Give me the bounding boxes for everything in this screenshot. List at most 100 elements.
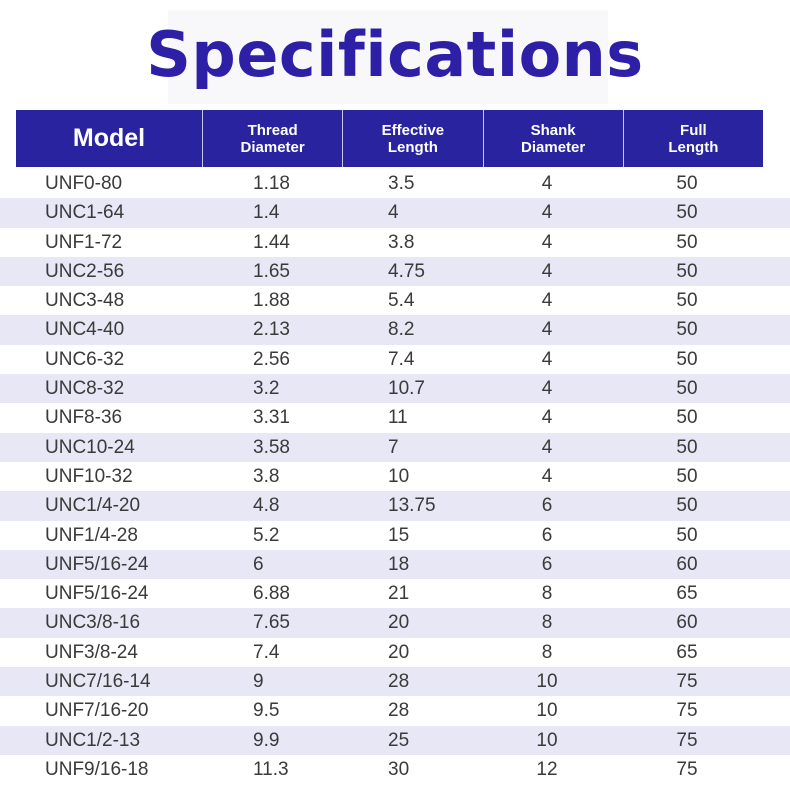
cell-model: UNF5/16-24 — [45, 583, 149, 605]
cell-full-length: 60 — [676, 612, 698, 634]
cell-effective-length: 11 — [388, 407, 408, 429]
cell-thread-diameter: 3.31 — [253, 407, 290, 429]
cell-effective-length: 8.2 — [388, 319, 415, 341]
cell-full-length: 60 — [676, 553, 698, 575]
table-row: UNF5/16-24 6 18 6 60 — [0, 549, 790, 580]
cell-full-length: 50 — [676, 436, 698, 458]
table-header: Model Thread Diameter Effective Length S… — [16, 110, 763, 167]
table-row: UNC10-24 3.58 7 4 50 — [0, 432, 790, 462]
cell-effective-length: 25 — [388, 729, 410, 751]
cell-thread-diameter: 9.9 — [253, 729, 280, 751]
cell-full-length: 50 — [676, 319, 698, 341]
table-body: UNF0-80 1.18 3.5 4 50 UNC1-64 1.4 4 4 50 UNF1-72 1.… — [0, 169, 790, 784]
cell-thread-diameter: 2.56 — [253, 348, 290, 370]
cell-full-length: 75 — [676, 729, 698, 751]
cell-thread-diameter: 5.2 — [253, 524, 280, 546]
table-row: UNF7/16-20 9.5 28 10 75 — [0, 696, 790, 725]
cell-model: UNC3/8-16 — [45, 612, 141, 634]
cell-shank-diameter: 4 — [541, 173, 553, 194]
page-title: Specifications — [146, 18, 644, 91]
cell-thread-diameter: 1.65 — [253, 260, 290, 282]
cell-shank-diameter: 6 — [541, 495, 553, 517]
table-row: UNF1/4-28 5.2 15 6 50 — [0, 521, 790, 550]
cell-full-length: 50 — [676, 495, 698, 517]
cell-model: UNC2-56 — [45, 260, 125, 282]
cell-model: UNC7/16-14 — [45, 671, 151, 693]
cell-shank-diameter: 12 — [536, 758, 558, 780]
table-row: UNC8-32 3.2 10.7 4 50 — [0, 374, 790, 404]
cell-shank-diameter: 8 — [541, 583, 553, 605]
cell-full-length: 50 — [676, 378, 698, 400]
cell-effective-length: 28 — [388, 671, 410, 693]
cell-effective-length: 3.8 — [388, 231, 415, 253]
cell-model: UNC8-32 — [45, 378, 125, 400]
table-row: UNC2-56 1.65 4.75 4 50 — [0, 256, 790, 287]
cell-model: UNC1-64 — [45, 202, 125, 224]
cell-model: UNF7/16-20 — [45, 700, 149, 722]
cell-shank-diameter: 6 — [541, 524, 553, 546]
cell-effective-length: 13.75 — [388, 495, 436, 517]
cell-effective-length: 7.4 — [388, 348, 415, 370]
cell-thread-diameter: 1.44 — [253, 231, 290, 253]
cell-model: UNC10-24 — [45, 436, 135, 458]
cell-thread-diameter: 6.88 — [253, 583, 290, 605]
cell-effective-length: 21 — [388, 583, 410, 605]
header-thread-diameter: Thread Diameter — [202, 110, 342, 167]
table-row: UNC7/16-14 9 28 10 75 — [0, 667, 790, 697]
table-row: UNF8-36 3.31 11 4 50 — [0, 403, 790, 432]
cell-thread-diameter: 4.8 — [253, 495, 280, 517]
cell-effective-length: 30 — [388, 758, 410, 780]
cell-effective-length: 4.75 — [388, 260, 425, 282]
cell-model: UNF8-36 — [45, 407, 123, 429]
cell-model: UNF10-32 — [45, 465, 133, 487]
cell-thread-diameter: 11.3 — [253, 758, 289, 780]
table-row: UNC3/8-16 7.65 20 8 60 — [0, 608, 790, 638]
cell-full-length: 50 — [676, 348, 698, 370]
cell-effective-length: 4 — [388, 202, 399, 224]
cell-shank-diameter: 8 — [541, 641, 553, 663]
table-row: UNF10-32 3.8 10 4 50 — [0, 462, 790, 491]
cell-effective-length: 10 — [388, 465, 410, 487]
cell-thread-diameter: 1.88 — [253, 290, 290, 312]
header-effective-length: Effective Length — [342, 110, 482, 167]
cell-full-length: 50 — [676, 231, 698, 253]
cell-thread-diameter: 1.4 — [253, 202, 280, 224]
cell-full-length: 50 — [676, 524, 698, 546]
table-row: UNF1-72 1.44 3.8 4 50 — [0, 228, 790, 257]
cell-full-length: 50 — [676, 260, 698, 282]
cell-full-length: 65 — [676, 583, 698, 605]
cell-effective-length: 7 — [388, 436, 399, 458]
header-model: Model — [72, 124, 146, 152]
table-row: UNF5/16-24 6.88 21 8 65 — [0, 579, 790, 608]
cell-model: UNC1/2-13 — [45, 729, 141, 751]
cell-thread-diameter: 6 — [253, 553, 264, 575]
cell-full-length: 50 — [676, 407, 698, 429]
cell-shank-diameter: 4 — [541, 378, 553, 400]
table-row: UNC6-32 2.56 7.4 4 50 — [0, 345, 790, 374]
cell-effective-length: 10.7 — [388, 378, 425, 400]
cell-shank-diameter: 4 — [541, 319, 553, 341]
cell-full-length: 65 — [676, 641, 698, 663]
table-row: UNF3/8-24 7.4 20 8 65 — [0, 638, 790, 667]
table-row: UNC1/2-13 9.9 25 10 75 — [0, 725, 790, 755]
table-row: UNC3-48 1.88 5.4 4 50 — [0, 286, 790, 315]
cell-shank-diameter: 4 — [541, 348, 553, 370]
table-row: UNF0-80 1.18 3.5 4 50 — [0, 169, 790, 198]
cell-thread-diameter: 7.65 — [253, 612, 290, 634]
cell-thread-diameter: 1.18 — [253, 173, 290, 194]
cell-model: UNF5/16-24 — [45, 553, 149, 575]
header-full-length: Full Length — [622, 110, 763, 167]
cell-model: UNC6-32 — [45, 348, 125, 370]
cell-full-length: 50 — [676, 465, 698, 487]
cell-model: UNF9/16-18 — [45, 758, 149, 780]
cell-effective-length: 20 — [388, 641, 410, 663]
cell-shank-diameter: 10 — [536, 671, 558, 693]
cell-effective-length: 18 — [388, 553, 410, 575]
cell-thread-diameter: 3.58 — [253, 436, 290, 458]
cell-full-length: 50 — [676, 290, 698, 312]
header-shank-diameter: Shank Diameter — [482, 110, 623, 167]
cell-full-length: 50 — [676, 202, 698, 224]
cell-thread-diameter: 7.4 — [253, 641, 280, 663]
table-row: UNC1/4-20 4.8 13.75 6 50 — [0, 491, 790, 521]
cell-shank-diameter: 4 — [541, 290, 553, 312]
